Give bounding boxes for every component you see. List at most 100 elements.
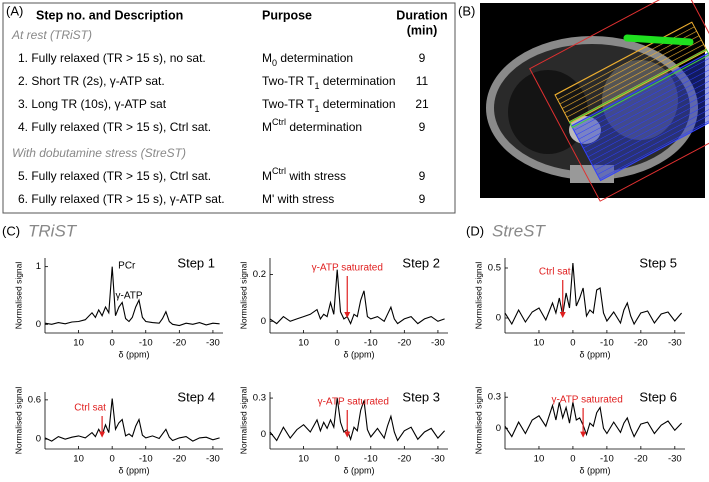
purpose-part: determination — [319, 97, 395, 111]
y-axis-label: Normalised signal — [238, 387, 248, 455]
column-header: Duration — [396, 8, 447, 22]
purpose-part: determination — [319, 74, 395, 88]
annotation: γ-ATP saturated — [318, 397, 389, 408]
spectrum-line — [269, 269, 445, 326]
x-tick-label: 10 — [73, 338, 84, 349]
x-tick-label: -30 — [431, 338, 445, 349]
plot-title: Step 5 — [639, 255, 677, 270]
purpose: Two-TR T1 determination — [262, 74, 396, 91]
spectrum-line — [269, 398, 446, 442]
purpose-part: determination — [286, 120, 362, 134]
duration: 11 — [416, 74, 429, 88]
y-tick-label: 0 — [36, 434, 41, 445]
section-title: At rest (TRiST) — [11, 28, 92, 42]
x-tick-label: 10 — [73, 454, 84, 465]
arrow-head — [344, 431, 351, 438]
purpose: MCtrl determination — [262, 117, 362, 134]
purpose-part: M — [262, 51, 272, 65]
spectrum-plot: 10 0 -10 -20 -30 0 0.3 δ (ppm) Normalised signal… — [238, 387, 448, 475]
annotation: γ-ATP saturated — [551, 395, 622, 406]
spectrum-line — [44, 398, 220, 442]
x-tick-label: 0 — [110, 338, 115, 349]
x-tick-label: -30 — [668, 338, 682, 349]
step-description: 4. Fully relaxed (TR > 15 s), Ctrl sat. — [18, 120, 211, 134]
x-tick-label: -20 — [634, 454, 648, 465]
y-tick-label: 0 — [261, 316, 266, 327]
x-axis-label: δ (ppm) — [579, 465, 610, 475]
panel-label: (A) — [6, 3, 23, 18]
duration: 9 — [419, 120, 426, 134]
spectrum-plot: 10 0 -10 -20 -30 0 0.3 δ (ppm) Normalised signal… — [473, 387, 685, 475]
arrow-head — [99, 431, 106, 438]
panel-label: (B) — [458, 3, 475, 18]
x-axis-label: δ (ppm) — [343, 349, 374, 359]
x-tick-label: 0 — [335, 338, 340, 349]
x-tick-label: -20 — [397, 454, 411, 465]
duration: 9 — [419, 192, 426, 206]
y-tick-label: 0 — [36, 319, 41, 330]
panel-label: (C) — [2, 223, 20, 238]
purpose-part: Two-TR T — [262, 97, 315, 111]
annotation: Ctrl sat — [74, 403, 106, 414]
x-tick-label: -30 — [668, 454, 682, 465]
purpose: M' with stress — [262, 192, 334, 206]
arrow-head — [580, 431, 587, 438]
purpose-part: M — [262, 120, 272, 134]
spectrum-line — [44, 266, 220, 327]
plot-title: Step 1 — [177, 255, 215, 270]
y-tick-label: 0.2 — [253, 269, 266, 280]
purpose-part: Ctrl — [272, 166, 286, 176]
x-tick-label: 0 — [335, 454, 340, 465]
x-tick-label: 0 — [570, 338, 575, 349]
y-axis-label: Normalised signal — [13, 387, 23, 455]
purpose-part: 1 — [314, 104, 319, 114]
table-frame — [2, 2, 456, 214]
panel-title: StreST — [492, 221, 547, 240]
purpose-part: M — [262, 169, 272, 183]
purpose-part: M' with stress — [262, 192, 334, 206]
section-title: With dobutamine stress (StreST) — [12, 146, 186, 160]
x-tick-label: -10 — [600, 338, 614, 349]
arrow-head — [344, 312, 351, 318]
x-tick-label: -30 — [431, 454, 445, 465]
purpose-part: with stress — [286, 169, 346, 183]
y-axis-label: Normalised signal — [473, 387, 483, 455]
x-tick-label: -10 — [600, 454, 614, 465]
column-header: Purpose — [262, 8, 312, 22]
x-tick-label: -10 — [364, 454, 378, 465]
plot-title: Step 6 — [639, 389, 677, 404]
arrow-head — [559, 312, 566, 318]
plot-title: Step 4 — [177, 389, 215, 404]
plot-title: Step 2 — [402, 255, 440, 270]
duration: 21 — [415, 97, 429, 111]
purpose: MCtrl with stress — [262, 166, 346, 183]
column-header: Step no. and Description — [36, 8, 183, 22]
duration: 9 — [419, 169, 426, 183]
x-tick-label: -20 — [172, 454, 186, 465]
x-tick-label: -30 — [206, 454, 220, 465]
plot-title: Step 3 — [402, 389, 440, 404]
step-description: 5. Fully relaxed (TR > 15 s), Ctrl sat. — [18, 169, 211, 183]
x-tick-label: -10 — [139, 454, 153, 465]
y-tick-label: 0 — [261, 429, 266, 440]
x-tick-label: 10 — [534, 338, 545, 349]
step-description: 2. Short TR (2s), γ-ATP sat. — [18, 74, 165, 88]
x-axis-label: δ (ppm) — [118, 349, 149, 359]
x-tick-label: 10 — [534, 454, 545, 465]
y-tick-label: 0 — [496, 313, 501, 324]
spectrum-plot: 10 0 -10 -20 -30 0 0.6 δ (ppm) Normalised signal… — [13, 387, 223, 475]
y-tick-label: 0.3 — [488, 392, 501, 403]
column-header: (min) — [407, 23, 438, 37]
panel-label: (D) — [466, 223, 484, 238]
annotation: γ-ATP — [116, 291, 143, 302]
y-axis-label: Normalised signal — [473, 262, 483, 330]
y-tick-label: 0.5 — [488, 263, 501, 274]
duration: 9 — [419, 51, 426, 65]
annotation: γ-ATP saturated — [312, 263, 383, 274]
x-tick-label: -20 — [634, 338, 648, 349]
purpose-part: Two-TR T — [262, 74, 315, 88]
mri-image — [480, 0, 709, 202]
purpose-part: 1 — [314, 81, 319, 91]
